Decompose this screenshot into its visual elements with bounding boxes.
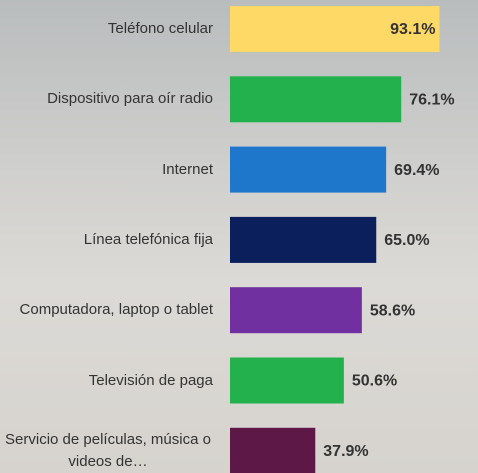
bar xyxy=(230,76,401,122)
category-label: Servicio de películas, música o videos d… xyxy=(3,429,213,473)
value-label: 69.4% xyxy=(394,162,439,179)
category-label: Dispositivo para oír radio xyxy=(47,88,213,110)
bar xyxy=(230,147,386,193)
value-label: 50.6% xyxy=(352,373,397,390)
value-label: 93.1% xyxy=(390,21,435,38)
bar xyxy=(230,217,376,263)
category-label-box: Línea telefónica fija xyxy=(3,210,213,270)
category-label-box: Teléfono celular xyxy=(3,0,213,59)
value-label: 76.1% xyxy=(409,92,454,109)
category-label: Línea telefónica fija xyxy=(84,229,213,251)
value-label: 58.6% xyxy=(370,302,415,319)
category-label: Computadora, laptop o tablet xyxy=(20,299,213,321)
category-label: Televisión de paga xyxy=(89,370,213,392)
value-label: 37.9% xyxy=(323,443,368,460)
category-label-box: Dispositivo para oír radio xyxy=(3,69,213,129)
bar xyxy=(230,287,362,333)
bar xyxy=(230,428,315,473)
chart: 93.1% 76.1% 69.4% 65.0% 58.6% 50.6% 37.9% Telé… xyxy=(0,0,478,473)
category-label: Internet xyxy=(162,159,213,181)
category-label-box: Televisión de paga xyxy=(3,351,213,411)
category-label: Teléfono celular xyxy=(108,18,213,40)
category-label-box: Internet xyxy=(3,140,213,200)
value-label: 65.0% xyxy=(384,232,429,249)
category-label-box: Servicio de películas, música o videos d… xyxy=(3,421,213,473)
category-label-box: Computadora, laptop o tablet xyxy=(3,280,213,340)
bar xyxy=(230,358,344,404)
